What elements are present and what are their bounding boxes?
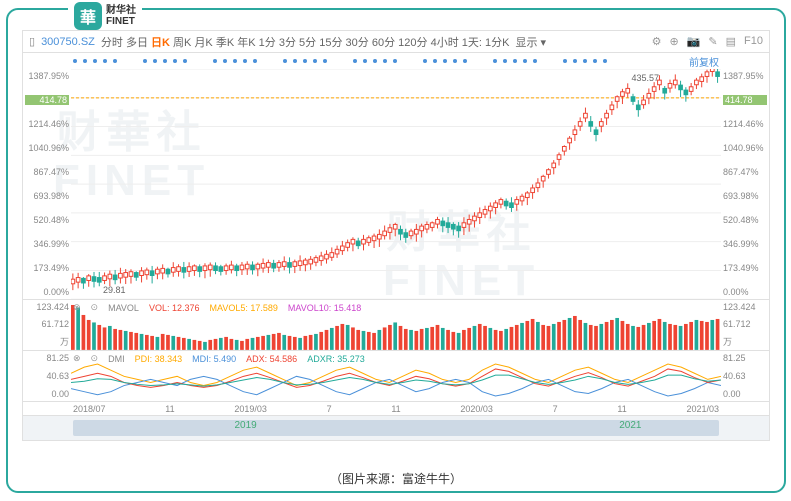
target-icon[interactable]: ⊕ [669, 35, 678, 48]
timeframe-15分[interactable]: 15分 [319, 37, 342, 49]
high-annotation: 435.57 [631, 73, 659, 83]
timeframe-分时[interactable]: 分时 [101, 37, 123, 49]
gear-icon[interactable]: ⚙ [652, 35, 662, 48]
logo-text: 财华社 FINET [106, 5, 136, 27]
logo: 華 财华社 FINET [68, 2, 142, 30]
fullscreen-icon[interactable]: F10 [744, 35, 763, 48]
toolbar-icons: ⚙ ⊕ 📷 ✎ ▤ F10 [652, 35, 763, 48]
image-caption: （图片来源：富途牛牛） [8, 470, 784, 487]
edit-icon[interactable]: ✎ [708, 35, 717, 48]
y-axis-left: 1387.95%414.781214.46%1040.96%867.47%693… [23, 69, 71, 299]
ticker-symbol[interactable]: 300750.SZ [41, 36, 95, 48]
logo-badge: 華 [74, 2, 102, 30]
volume-y-right: 123.42461.712万 [721, 300, 769, 350]
timeframe-周K[interactable]: 周K [173, 37, 191, 49]
close-icon[interactable]: ⊗ [73, 353, 81, 364]
timeframe-月K[interactable]: 月K [194, 37, 212, 49]
timeframe-30分[interactable]: 30分 [346, 37, 369, 49]
dots-bar: 前复权 [23, 53, 769, 69]
range-slider[interactable]: 2019 2021 [23, 416, 769, 440]
dmi-pane[interactable]: ⊗ ⊙ DMIPDI: 38.343MDI: 5.490ADX: 54.586A… [23, 351, 769, 402]
dmi-y-right: 81.2540.630.00 [721, 351, 769, 401]
toolbar: ▯ 300750.SZ 分时 多日 日K 周K 月K 季K 年K 1分 3分 5… [23, 31, 769, 53]
collapse-icon[interactable]: ⊙ [91, 353, 99, 364]
y-axis-right: 1387.95%414.781214.46%1040.96%867.47%693… [721, 69, 769, 299]
chart-panel: ▯ 300750.SZ 分时 多日 日K 周K 月K 季K 年K 1分 3分 5… [22, 30, 770, 441]
close-icon[interactable]: ⊗ [73, 302, 81, 313]
x-axis: 2018/07112019/037112020/037112021/03 [23, 402, 769, 416]
logo-cn: 财华社 [106, 5, 136, 16]
collapse-icon[interactable]: ⊙ [91, 302, 99, 313]
dmi-legend: ⊗ ⊙ DMIPDI: 38.343MDI: 5.490ADX: 54.586A… [73, 353, 365, 364]
volume-y-left: 123.42461.712万 [23, 300, 71, 350]
candle-icon[interactable]: ▯ [29, 35, 35, 48]
price-pane[interactable]: 财華社FINET 财華社FINET 1387.95%414.781214.46%… [23, 69, 769, 300]
timeframe-5分[interactable]: 5分 [299, 37, 316, 49]
adjustment-label[interactable]: 前复权 [689, 54, 719, 69]
layers-icon[interactable]: ▤ [726, 35, 736, 48]
timeframe-季K[interactable]: 季K [216, 37, 234, 49]
frame: 華 财华社 FINET ▯ 300750.SZ 分时 多日 日K 周K 月K 季… [6, 8, 786, 493]
camera-icon[interactable]: 📷 [687, 35, 701, 48]
timeframe-1天: 1分K[interactable]: 1天: 1分K [462, 37, 510, 49]
timeframe-60分[interactable]: 60分 [372, 37, 395, 49]
volume-legend: ⊗ ⊙ MAVOLVOL: 12.376MAVOL5: 17.589MAVOL1… [73, 302, 361, 313]
display-dropdown[interactable]: 显示 ▾ [515, 34, 546, 50]
volume-pane[interactable]: ⊗ ⊙ MAVOLVOL: 12.376MAVOL5: 17.589MAVOL1… [23, 300, 769, 351]
dmi-y-left: 81.2540.630.00 [23, 351, 71, 401]
timeframe-1分[interactable]: 1分 [259, 37, 276, 49]
low-annotation: 29.81 [103, 285, 126, 295]
timeframe-年K[interactable]: 年K [237, 37, 255, 49]
timeframe-多日[interactable]: 多日 [126, 37, 148, 49]
timeframe-4小时[interactable]: 4小时 [431, 37, 459, 49]
timeframe-日K[interactable]: 日K [151, 37, 170, 49]
timeframe-120分[interactable]: 120分 [398, 37, 427, 49]
timeframe-3分[interactable]: 3分 [279, 37, 296, 49]
slider-left-label: 2019 [235, 420, 257, 431]
slider-right-label: 2021 [619, 420, 641, 431]
logo-en: FINET [106, 16, 136, 27]
